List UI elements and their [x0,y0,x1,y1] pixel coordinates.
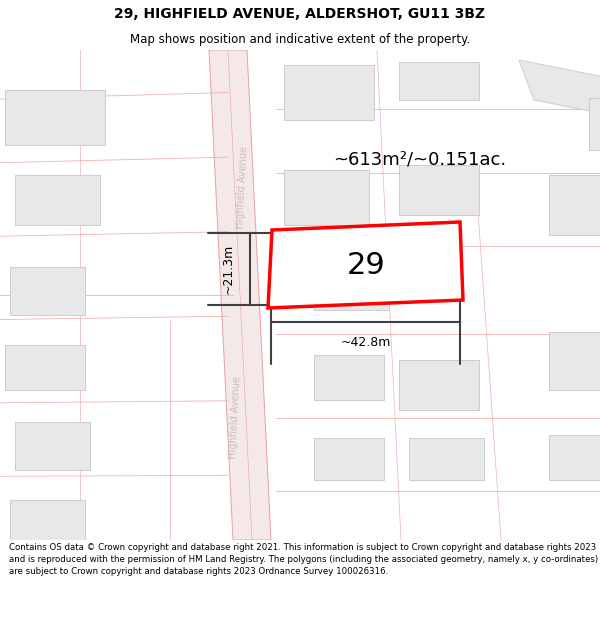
Bar [10,500,85,540]
Bar [284,170,369,225]
Text: ~21.3m: ~21.3m [221,244,235,294]
Text: 29, HIGHFIELD AVENUE, ALDERSHOT, GU11 3BZ: 29, HIGHFIELD AVENUE, ALDERSHOT, GU11 3B… [115,7,485,21]
Text: Map shows position and indicative extent of the property.: Map shows position and indicative extent… [130,32,470,46]
Bar [409,438,484,480]
Bar [5,345,85,390]
Bar [314,262,389,310]
Bar [399,62,479,100]
Text: Highfield Avenue: Highfield Avenue [235,146,249,229]
Polygon shape [268,222,463,308]
Bar [10,267,85,315]
Bar [15,422,90,470]
Polygon shape [519,60,600,118]
Text: 29: 29 [346,251,385,279]
Bar [15,175,100,225]
Bar [589,98,600,150]
Bar [5,90,105,145]
Bar [314,438,384,480]
Polygon shape [209,50,271,540]
Bar [314,355,384,400]
Bar [399,360,479,410]
Bar [549,332,600,390]
Bar [549,175,600,235]
Bar [549,435,600,480]
Text: Contains OS data © Crown copyright and database right 2021. This information is : Contains OS data © Crown copyright and d… [9,543,598,576]
Bar [284,65,374,120]
Text: ~42.8m: ~42.8m [340,336,391,349]
Text: Highfield Avenue: Highfield Avenue [228,376,242,459]
Bar [399,165,479,215]
Text: ~613m²/~0.151ac.: ~613m²/~0.151ac. [334,151,506,169]
